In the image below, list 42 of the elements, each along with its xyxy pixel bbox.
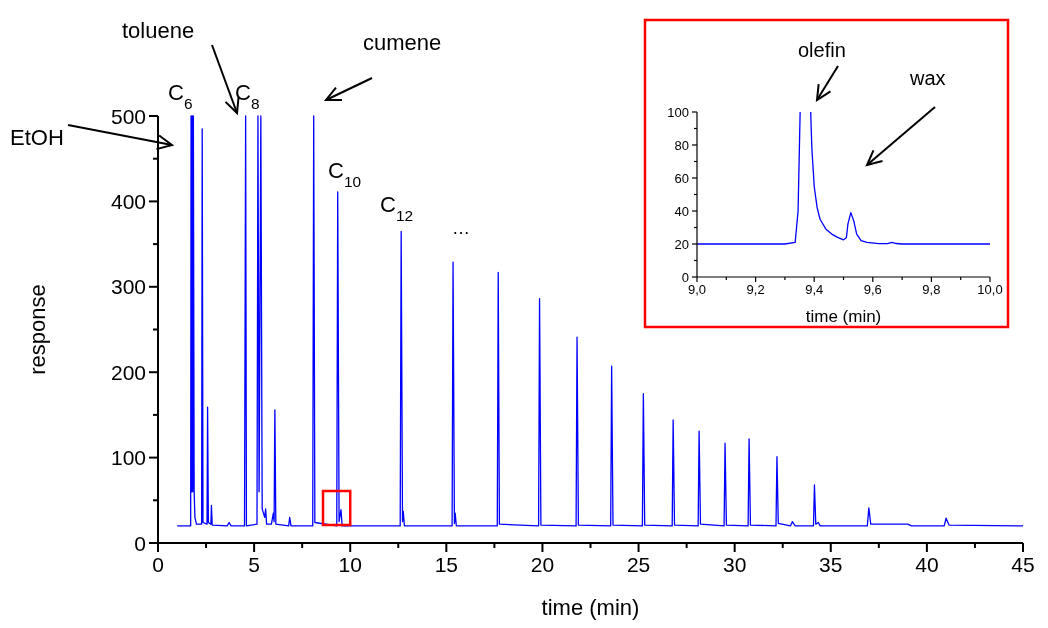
x-tick-label: 10	[338, 552, 362, 576]
y-tick-label: 80	[674, 137, 689, 153]
x-axis-title: time (min)	[805, 307, 882, 326]
annotation: C$_{12}$	[380, 192, 414, 224]
y-tick-label: 100	[110, 446, 146, 470]
y-axis-title: response	[25, 284, 50, 375]
x-tick-label: 40	[915, 552, 939, 576]
x-tick-label: 15	[434, 552, 459, 576]
y-tick-label: 300	[110, 275, 146, 299]
y-tick-label: 400	[110, 189, 146, 213]
x-tick-label: 10,0	[977, 282, 1003, 298]
y-tick-label: 0	[134, 531, 146, 555]
annotation: …	[452, 218, 470, 238]
text: cumene	[363, 30, 442, 55]
y-tick-label: 0	[681, 269, 689, 285]
x-tick-label: 9,6	[863, 282, 882, 298]
x-tick-label: 9,8	[922, 282, 941, 298]
x-tick-label: 9,0	[687, 282, 707, 298]
x-tick-label: 9,2	[746, 282, 765, 298]
x-tick-label: 30	[722, 552, 747, 576]
x-tick-label: 20	[530, 552, 555, 576]
x-tick-label: 35	[819, 552, 843, 576]
y-tick-label: 100	[667, 104, 689, 120]
y-tick-label: 200	[110, 360, 146, 384]
text: EtOH	[10, 125, 64, 150]
text: wax	[909, 67, 946, 89]
y-tick-label: 20	[674, 236, 689, 252]
annotation: C$_{10}$	[328, 158, 362, 190]
x-tick-label: 25	[626, 552, 651, 576]
line-series	[176, 115, 1024, 527]
text: C$_{8}$	[235, 80, 260, 112]
y-tick-label: 60	[674, 170, 689, 186]
text: olefin	[798, 39, 846, 61]
x-tick-label: 0	[152, 552, 164, 576]
x-tick-label: 9,4	[805, 282, 824, 298]
x-axis-title: time (min)	[541, 595, 640, 620]
x-tick-label: 45	[1011, 552, 1035, 576]
text: C$_{6}$	[168, 80, 193, 112]
x-tick-label: 5	[248, 552, 260, 576]
text: toluene	[122, 18, 195, 43]
y-tick-label: 40	[674, 203, 689, 219]
y-tick-label: 500	[110, 104, 146, 128]
